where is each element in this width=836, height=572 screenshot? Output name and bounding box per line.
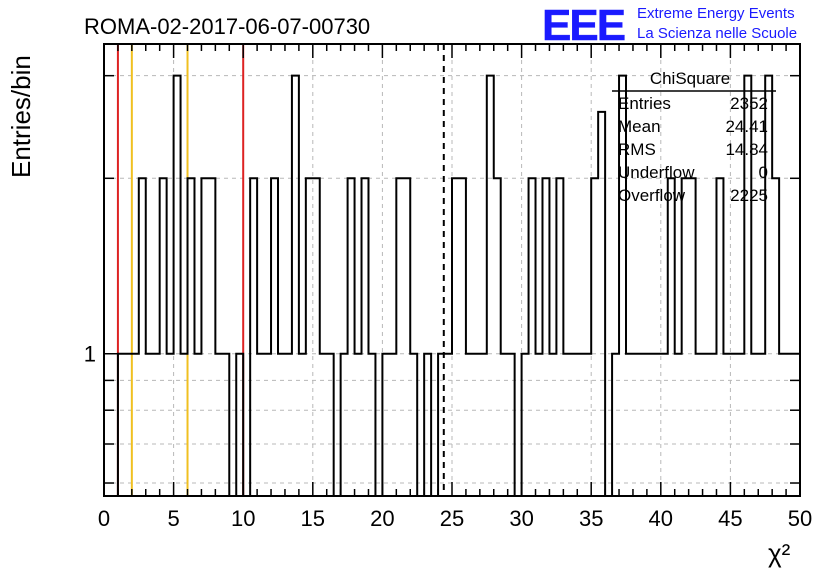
eee-logo: EEE Extreme Energy Events La Scienza nel…	[542, 1, 797, 51]
x-tick-label: 25	[440, 506, 464, 531]
chart-title: ROMA-02-2017-06-07-00730	[84, 14, 370, 39]
stats-value: 24.41	[725, 117, 768, 136]
stats-rows: Entries 2352 Mean 24.41 RMS 14.84 Underflow 0 Ov…	[618, 94, 768, 205]
x-tick-label: 20	[370, 506, 394, 531]
axis-ticks: 0 5 10 15 20 25 30 35 40 45 50 1	[84, 44, 812, 531]
x-tick-label: 0	[98, 506, 110, 531]
stats-label: Overflow	[618, 186, 686, 205]
y-tick-label: 1	[84, 342, 96, 367]
stats-label: RMS	[618, 140, 656, 159]
stats-label: Mean	[618, 117, 661, 136]
y-axis-label: Entries/bin	[6, 55, 36, 178]
histogram-outline	[104, 74, 801, 497]
x-tick-label: 15	[301, 506, 325, 531]
stats-label: Entries	[618, 94, 671, 113]
stats-title: ChiSquare	[650, 69, 730, 88]
stats-label: Underflow	[618, 163, 695, 182]
x-tick-label: 40	[649, 506, 673, 531]
x-tick-label: 50	[788, 506, 812, 531]
x-tick-label: 5	[167, 506, 179, 531]
stats-value: 2225	[730, 186, 768, 205]
x-tick-label: 45	[718, 506, 742, 531]
x-tick-label: 10	[231, 506, 255, 531]
stats-value: 14.84	[725, 140, 768, 159]
x-tick-label: 30	[509, 506, 533, 531]
stats-value: 2352	[730, 94, 768, 113]
logo-line-2: La Scienza nelle Scuole	[637, 25, 797, 42]
stats-box: ChiSquare Entries 2352 Mean 24.41 RMS 14.84 Un…	[612, 69, 776, 205]
logo-line-1: Extreme Energy Events	[637, 5, 795, 22]
logo-text: EEE	[542, 1, 625, 50]
x-tick-label: 35	[579, 506, 603, 531]
stats-value: 0	[759, 163, 768, 182]
x-axis-label: χ²	[768, 538, 791, 568]
